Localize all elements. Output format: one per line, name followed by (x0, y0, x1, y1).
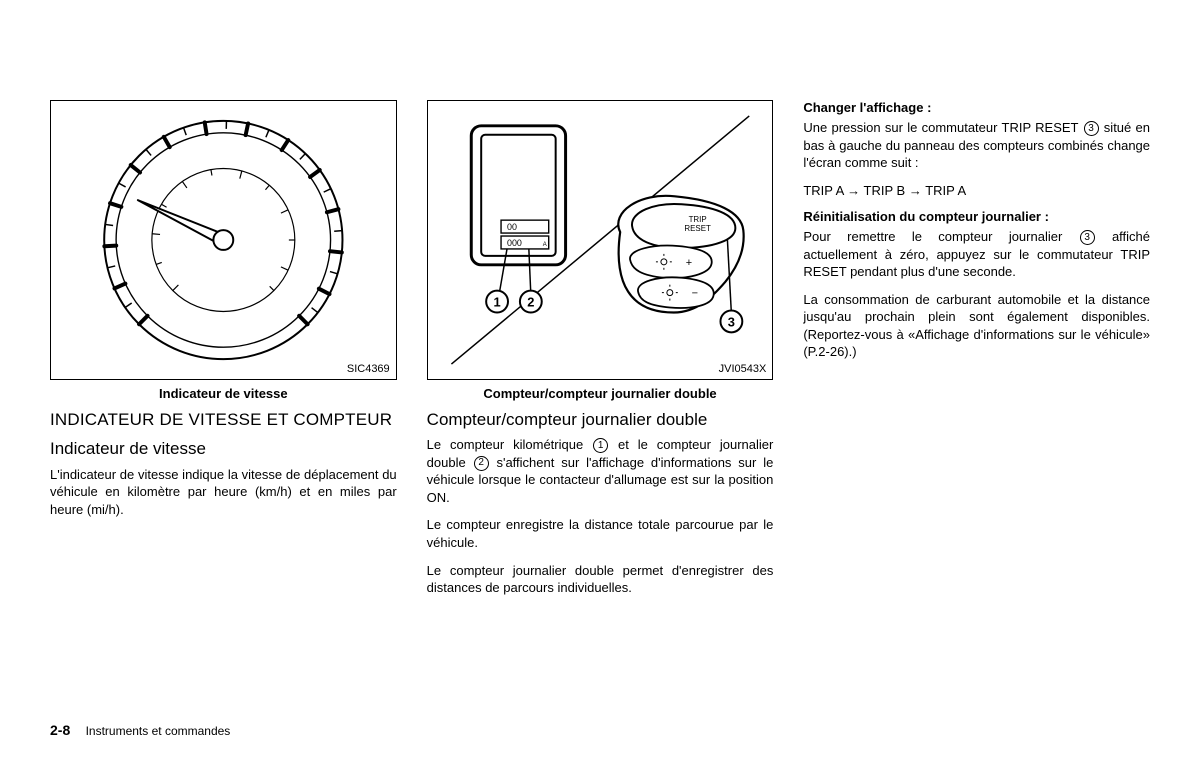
subheading-speed-indicator: Indicateur de vitesse (50, 438, 397, 459)
circled-3-icon: 3 (1084, 121, 1099, 136)
heading-change-display: Changer l'affichage : (803, 100, 1150, 115)
para-reset-trip: Pour remettre le compteur journalier 3 a… (803, 228, 1150, 281)
section-heading-speedometer: INDICATEUR DE VITESSE ET COMPTEUR (50, 409, 397, 430)
column-1: SIC4369 Indicateur de vitesse INDICATEUR… (50, 100, 397, 607)
svg-text:00: 00 (507, 222, 517, 232)
svg-text:TRIP: TRIP (688, 215, 706, 224)
figure-code-mid: JVI0543X (719, 363, 767, 375)
figure-caption-left: Indicateur de vitesse (50, 386, 397, 401)
odometer-svg: 00 000 A 1 2 (428, 101, 773, 379)
column-2: 00 000 A 1 2 (427, 100, 774, 607)
column-3: Changer l'affichage : Une pression sur l… (803, 100, 1150, 607)
speedometer-svg (51, 101, 396, 379)
svg-text:−: − (691, 288, 697, 300)
para-odo-total: Le compteur enregistre la distance total… (427, 516, 774, 551)
page-columns: SIC4369 Indicateur de vitesse INDICATEUR… (50, 100, 1150, 607)
para-speed-desc: L'indicateur de vitesse indique la vites… (50, 466, 397, 519)
circled-1-icon: 1 (593, 438, 608, 453)
page-footer: 2-8 Instruments et commandes (50, 722, 230, 738)
figure-code-left: SIC4369 (347, 363, 390, 375)
text-fragment: Pour remettre le compteur journalier (803, 229, 1078, 244)
svg-text:3: 3 (727, 314, 734, 329)
heading-reset-trip: Réinitialisation du compteur journalier … (803, 209, 1150, 224)
para-odo-desc: Le compteur kilométrique 1 et le compteu… (427, 436, 774, 506)
figure-odometer: 00 000 A 1 2 (427, 100, 774, 380)
svg-text:A: A (542, 242, 546, 248)
page-number: 2-8 (50, 722, 70, 738)
svg-text:000: 000 (507, 238, 522, 248)
svg-text:2: 2 (527, 295, 534, 310)
chapter-title: Instruments et commandes (86, 724, 231, 738)
svg-text:+: + (685, 257, 691, 269)
figure-caption-mid: Compteur/compteur journalier double (427, 386, 774, 401)
trip-sequence: TRIP A → TRIP B → TRIP A (803, 182, 1150, 200)
para-fuel-info: La consommation de carburant automobile … (803, 291, 1150, 361)
subheading-odometer: Compteur/compteur journalier double (427, 409, 774, 430)
text-fragment: Une pression sur le commutateur TRIP RES… (803, 120, 1082, 135)
circled-3-icon: 3 (1080, 230, 1095, 245)
svg-text:1: 1 (493, 295, 500, 310)
svg-text:RESET: RESET (684, 224, 711, 233)
circled-2-icon: 2 (474, 456, 489, 471)
para-trip-double: Le compteur journalier double permet d'e… (427, 562, 774, 597)
figure-speedometer: SIC4369 (50, 100, 397, 380)
text-fragment: Le compteur kilométrique (427, 437, 592, 452)
para-change-display: Une pression sur le commutateur TRIP RES… (803, 119, 1150, 172)
